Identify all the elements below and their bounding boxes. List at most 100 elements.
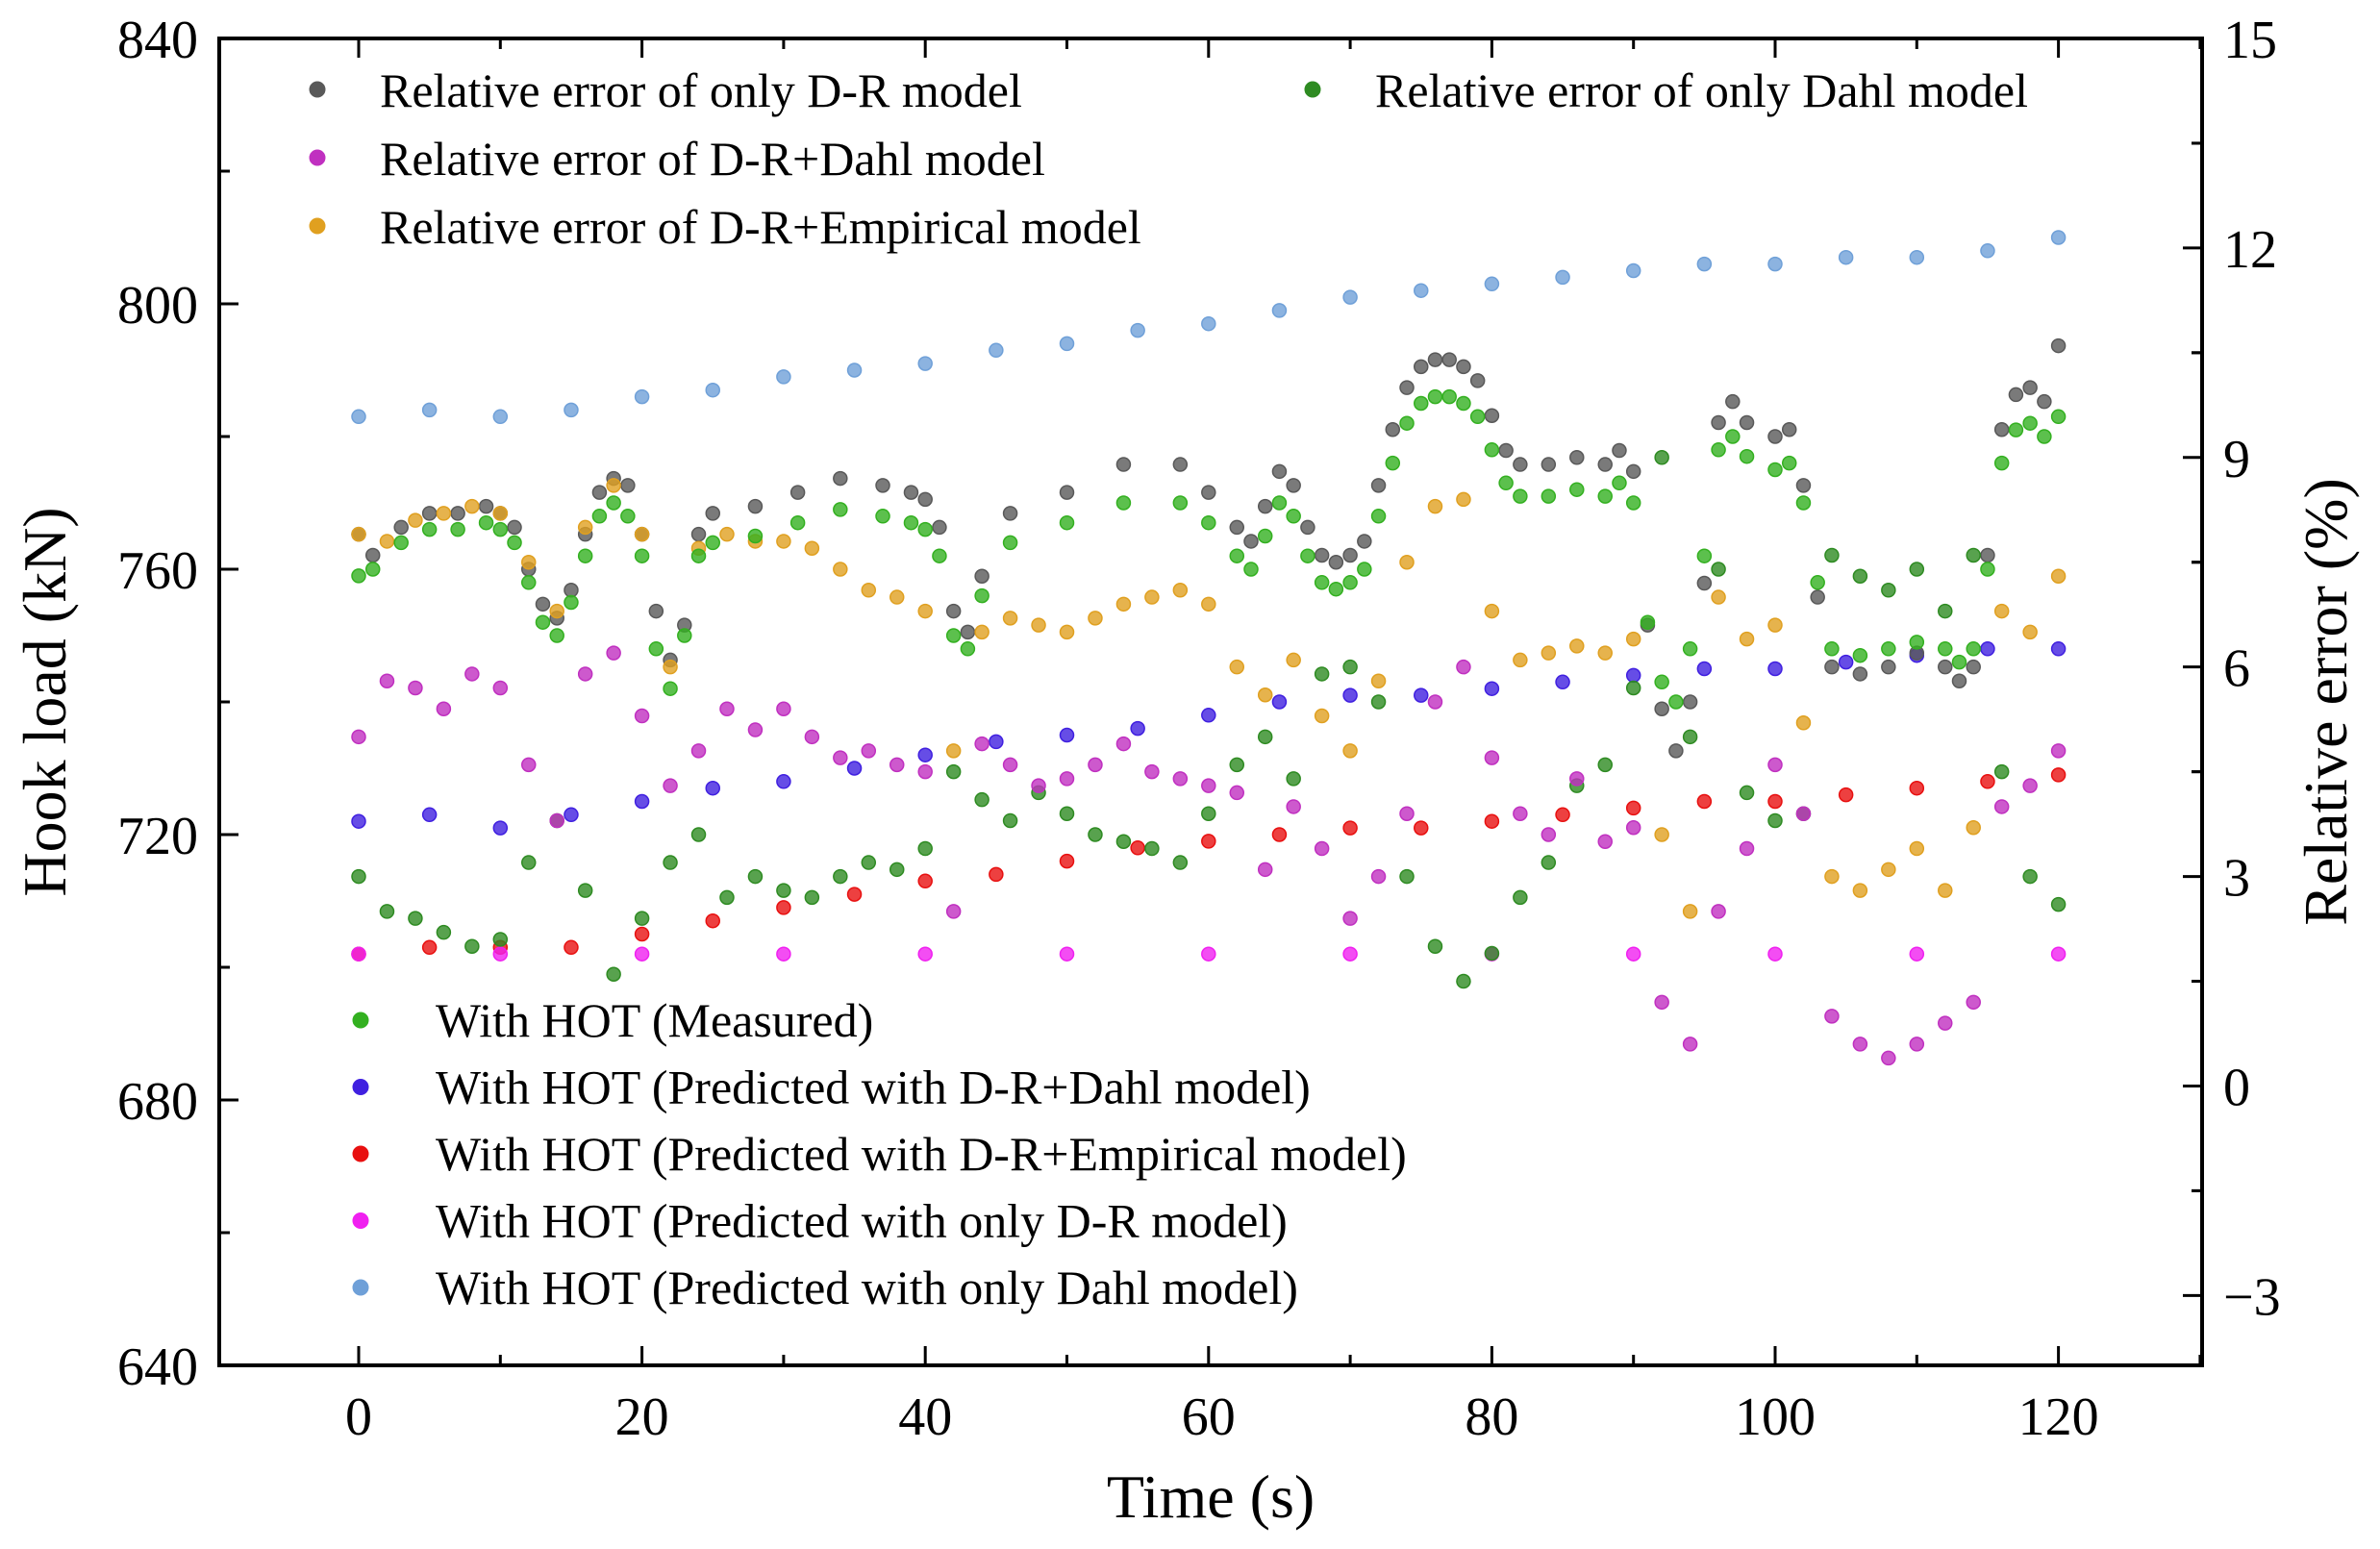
data-point [1201, 596, 1216, 612]
data-point [421, 807, 438, 823]
data-point [1342, 911, 1358, 926]
data-point [1257, 687, 1273, 703]
data-point [1654, 827, 1669, 842]
data-point [1414, 359, 1429, 375]
data-point [1909, 840, 1925, 857]
legend-marker [309, 217, 326, 235]
data-point [804, 729, 820, 745]
data-point [436, 701, 452, 717]
data-point [1993, 421, 2010, 437]
y-left-tick-label: 640 [117, 1337, 198, 1397]
data-point [833, 502, 848, 517]
data-point [1257, 528, 1273, 544]
data-point [1993, 799, 2010, 814]
data-point [974, 736, 990, 752]
data-point [1484, 276, 1500, 292]
data-point [1966, 547, 1981, 563]
data-point [1002, 757, 1018, 773]
data-point [690, 827, 707, 842]
data-point [1795, 478, 1812, 493]
data-point [776, 774, 791, 789]
data-point [1271, 463, 1288, 480]
data-point [521, 855, 537, 870]
data-point [564, 807, 579, 823]
data-point [690, 526, 707, 542]
data-point [1201, 806, 1216, 821]
data-point [450, 506, 465, 521]
data-point [932, 519, 947, 536]
data-point [833, 470, 848, 487]
data-point [789, 485, 806, 500]
data-point [2050, 946, 2067, 962]
data-point [351, 729, 366, 745]
data-point [1469, 409, 1486, 425]
data-point [1414, 820, 1429, 836]
data-point [1739, 785, 1755, 801]
data-point [1059, 853, 1075, 869]
data-point [351, 868, 366, 885]
series-2 [351, 767, 2067, 962]
data-point [577, 519, 593, 536]
data-point [421, 506, 438, 521]
data-point [1625, 463, 1641, 480]
series-7 [351, 645, 2067, 1066]
data-point [1938, 659, 1953, 675]
data-point [379, 534, 395, 549]
data-point [1711, 442, 1726, 458]
data-point [436, 924, 452, 940]
data-point [1115, 596, 1132, 612]
data-point [1541, 827, 1557, 842]
legend-label: With HOT (Measured) [436, 993, 873, 1047]
data-point [1597, 757, 1613, 773]
data-point [1059, 806, 1075, 821]
data-point [549, 603, 564, 619]
data-point [1980, 547, 1995, 563]
data-point [1852, 1037, 1868, 1052]
data-point [1314, 666, 1330, 682]
data-point [1541, 488, 1557, 504]
data-points-layer [351, 230, 2067, 1066]
data-point [945, 763, 962, 780]
data-point [719, 526, 735, 542]
data-point [1555, 807, 1570, 823]
data-point [1498, 442, 1514, 459]
data-point [1980, 774, 1995, 789]
data-point [1513, 806, 1528, 821]
data-point [2050, 896, 2067, 912]
series-5 [351, 337, 2067, 759]
data-point [577, 883, 593, 898]
data-point [1300, 519, 1315, 536]
data-point [564, 402, 579, 418]
data-point [1427, 938, 1443, 954]
data-point [1654, 994, 1669, 1011]
data-point [1795, 715, 1812, 731]
data-point [464, 498, 480, 514]
data-point [379, 904, 395, 919]
x-tick-label: 40 [898, 1387, 952, 1447]
data-point [1767, 946, 1783, 962]
legend-marker [1304, 81, 1321, 98]
data-point [351, 813, 366, 829]
y-left-tick-label: 720 [117, 807, 198, 866]
data-point [1711, 414, 1726, 431]
data-point [1767, 661, 1783, 677]
data-point [2050, 568, 2067, 585]
data-point [1441, 352, 1457, 367]
data-point [1810, 589, 1825, 605]
data-point [2022, 624, 2038, 640]
data-point [521, 554, 537, 570]
data-point [1612, 442, 1627, 459]
data-point [1625, 680, 1641, 696]
data-point [1569, 450, 1585, 465]
data-point [408, 911, 423, 926]
data-point [591, 485, 608, 500]
data-point [2037, 429, 2052, 444]
data-point [989, 734, 1004, 750]
data-point [393, 519, 409, 536]
data-point [1881, 862, 1896, 878]
data-point [351, 946, 366, 962]
legend-marker [352, 1212, 369, 1229]
data-point [1271, 495, 1288, 511]
data-point [1059, 485, 1075, 500]
data-point [1909, 249, 1925, 265]
